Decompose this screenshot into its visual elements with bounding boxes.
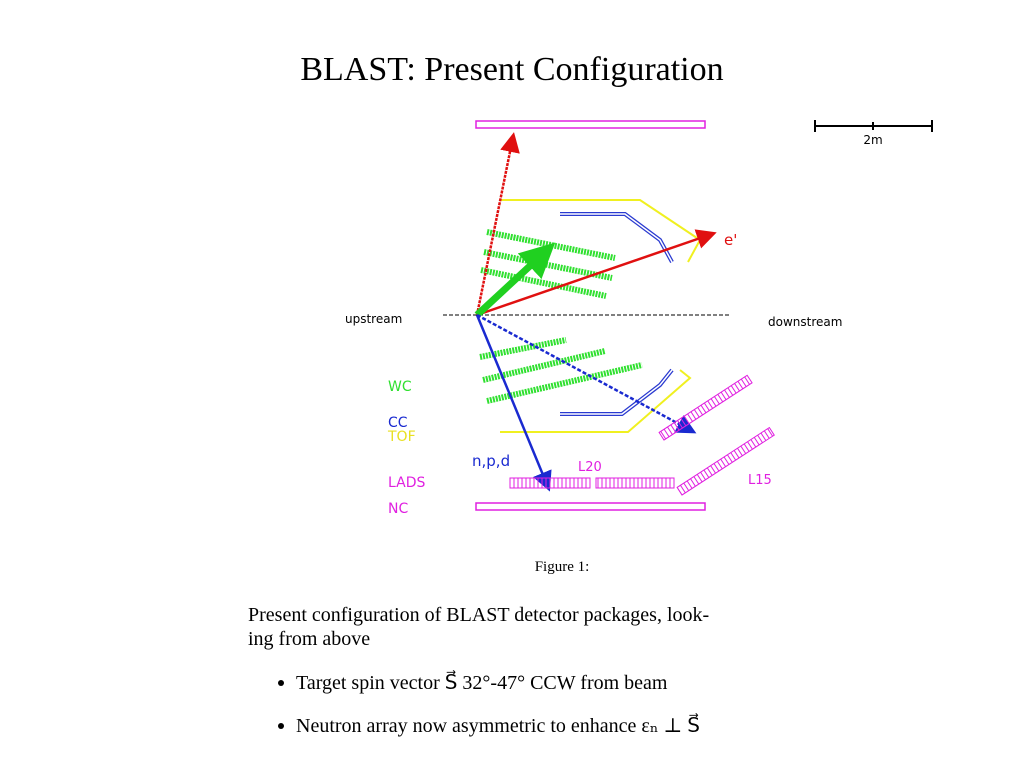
arrow <box>476 229 717 317</box>
legend: TOF <box>387 429 416 445</box>
caption: Present configuration of BLAST detector … <box>248 604 709 626</box>
bullet <box>278 723 284 729</box>
arrow <box>475 314 552 492</box>
bullet-text: Target spin vector S⃗ 32°-47° CCW from b… <box>296 669 668 694</box>
diagram: 2m upstream downstream e' WC CC TOF LADS <box>345 120 933 517</box>
arrow <box>475 132 520 316</box>
label: L20 <box>578 460 602 475</box>
legend: WC <box>388 379 412 395</box>
wc <box>479 229 643 404</box>
label: n,p,d <box>472 452 510 470</box>
label: upstream <box>345 312 402 326</box>
label: L15 <box>748 473 772 488</box>
figure-label: Figure 1: <box>535 559 590 575</box>
scale-bar <box>814 120 933 132</box>
label: downstream <box>768 315 842 329</box>
tof-top <box>500 199 702 263</box>
label: e' <box>724 231 737 249</box>
l20 <box>595 477 675 489</box>
l15 <box>676 426 775 496</box>
nc-top <box>475 120 706 129</box>
l20 <box>509 477 591 489</box>
l15 <box>658 374 753 441</box>
title: BLAST: Present Configuration <box>300 51 723 88</box>
tof-bottom <box>500 369 692 433</box>
legend: CC <box>388 415 408 431</box>
legend: NC <box>388 501 408 517</box>
cc <box>560 212 674 416</box>
arrow <box>476 313 697 434</box>
caption: ing from above <box>248 628 370 650</box>
bullet-text: Neutron array now asymmetric to enhance … <box>296 712 700 737</box>
legend: LADS <box>388 475 425 491</box>
spin-arrow <box>474 242 556 318</box>
nc-bottom <box>475 502 706 511</box>
bullet <box>278 680 284 686</box>
scale-label: 2m <box>863 133 882 147</box>
